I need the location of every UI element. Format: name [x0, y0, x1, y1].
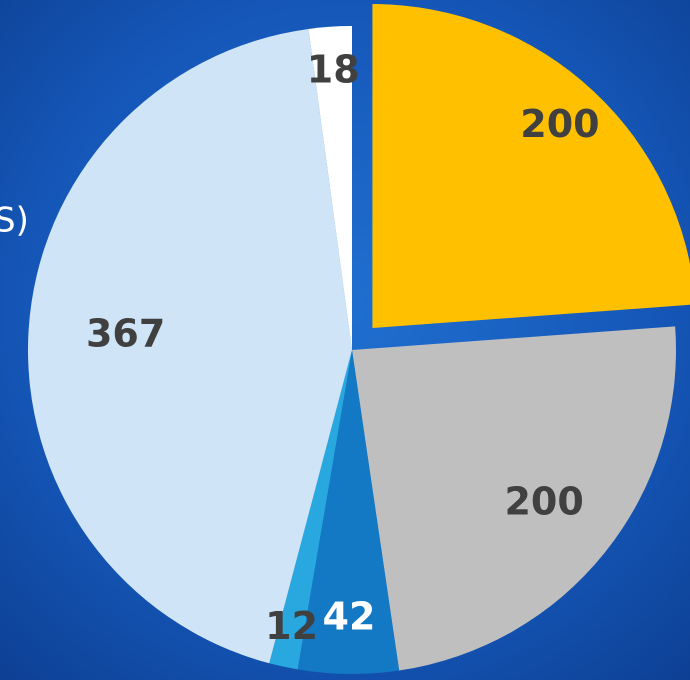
- annotation: S): [0, 201, 29, 241]
- data-label: 12: [265, 604, 318, 648]
- data-label: 200: [520, 102, 599, 146]
- data-label: 367: [86, 311, 165, 355]
- page: {"chart_data": {"type": "pie", "values":…: [0, 0, 690, 680]
- chart: S) 200 200 4212 367 18: [0, 0, 690, 680]
- data-label: 200: [504, 480, 583, 524]
- data-label: 18: [307, 47, 360, 91]
- data-label: 42: [323, 594, 376, 638]
